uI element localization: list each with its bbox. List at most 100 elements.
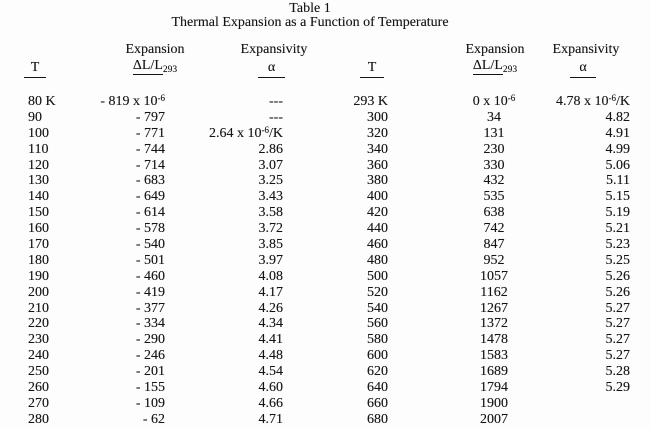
expansivity-cell: 4.99 — [605, 141, 631, 157]
column-header-t-left: T — [24, 61, 46, 78]
temperature-cell: 420 — [367, 205, 388, 221]
temperature-cell: 260 — [28, 380, 49, 396]
expansion-cell: 535 — [483, 189, 505, 205]
expansivity-cell: 4.60 — [258, 380, 284, 396]
temperature-cell: 340 — [367, 141, 388, 157]
column-header-alpha-left: α — [258, 61, 285, 78]
temperature-cell: 150 — [28, 205, 49, 221]
expansion-cell: 1689 — [480, 364, 508, 380]
column-header-expansivity-right: Expansivity — [552, 42, 620, 57]
expansion-cell: - 155 — [135, 380, 165, 396]
table-row: 190 - 460 4.08 — [0, 269, 330, 285]
expansivity-cell: 3.07 — [258, 157, 284, 173]
expansion-cell: - 797 — [135, 109, 165, 125]
expansivity-cell: 5.28 — [605, 364, 631, 380]
expansivity-cell: 4.66 — [258, 395, 284, 411]
table-row: 460 847 5.23 — [330, 237, 651, 253]
table-row: 180 - 501 3.97 — [0, 253, 330, 269]
temperature-cell: 560 — [367, 316, 388, 332]
temperature-cell: 480 — [367, 252, 388, 268]
table-row: 130 - 683 3.25 — [0, 173, 330, 189]
temperature-cell: 660 — [367, 395, 388, 411]
expansion-cell: 432 — [483, 173, 505, 189]
expansivity-cell: 4.08 — [258, 268, 284, 284]
table-row: 140 - 649 3.43 — [0, 189, 330, 205]
expansivity-cell: 4.78 x 10-6/K — [556, 93, 630, 110]
temperature-cell: 460 — [367, 237, 388, 253]
expansivity-cell: 3.43 — [258, 189, 284, 205]
table-row: 380 432 5.11 — [330, 173, 651, 189]
temperature-cell: 180 — [28, 252, 49, 268]
expansivity-cell: 4.48 — [258, 348, 284, 364]
table-row: 500 1057 5.26 — [330, 269, 651, 285]
table-row: 110 - 744 2.86 — [0, 142, 330, 158]
expansivity-cell: 5.25 — [605, 252, 631, 268]
table-row: 620 1689 5.28 — [330, 364, 651, 380]
table-number: Table 1 — [289, 1, 331, 16]
table-row: 580 1478 5.27 — [330, 332, 651, 348]
expansion-cell: 1900 — [480, 395, 508, 411]
table-row: 680 2007 — [330, 412, 651, 428]
table-row: 260 - 155 4.60 — [0, 380, 330, 396]
table-row: 520 1162 5.26 — [330, 285, 651, 301]
expansion-cell: 1478 — [480, 332, 508, 348]
expansion-cell: 1162 — [480, 284, 508, 300]
temperature-cell: 160 — [28, 221, 49, 237]
table-row: 340 230 4.99 — [330, 142, 651, 158]
table-row: 150 - 614 3.58 — [0, 205, 330, 221]
expansivity-cell: 5.21 — [605, 221, 631, 237]
temperature-cell: 500 — [367, 268, 388, 284]
expansion-cell: - 460 — [135, 268, 165, 284]
table-row: 560 1372 5.27 — [330, 316, 651, 332]
table-row: 360 330 5.06 — [330, 158, 651, 174]
table-row: 320 131 4.91 — [330, 126, 651, 142]
temperature-cell: 130 — [28, 173, 49, 189]
expansion-cell: - 714 — [135, 157, 165, 173]
expansivity-cell: 5.27 — [605, 316, 631, 332]
table-row: 250 - 201 4.54 — [0, 364, 330, 380]
temperature-cell: 80 K — [28, 94, 56, 109]
table-row: 90 - 797 --- — [0, 110, 330, 126]
temperature-cell: 270 — [28, 395, 49, 411]
expansion-cell: - 578 — [135, 221, 165, 237]
expansion-cell: - 62 — [142, 411, 165, 427]
expansion-cell: - 771 — [135, 125, 165, 141]
temperature-cell: 140 — [28, 189, 49, 205]
temperature-cell: 90 — [28, 109, 42, 125]
expansivity-cell: 3.85 — [258, 237, 284, 253]
expansion-cell: - 819 x 10-6 — [100, 93, 165, 110]
column-header-expansivity-left: Expansivity — [240, 42, 308, 57]
column-header-expansion-right: Expansion — [465, 42, 525, 57]
expansion-cell: 952 — [483, 252, 505, 268]
expansion-cell: 1057 — [480, 268, 508, 284]
table-row: 200 - 419 4.17 — [0, 285, 330, 301]
expansion-cell: - 419 — [135, 284, 165, 300]
expansion-cell: 131 — [483, 125, 505, 141]
column-header-t-right: T — [360, 61, 384, 78]
table-row: 420 638 5.19 — [330, 205, 651, 221]
expansion-cell: 1267 — [480, 300, 508, 316]
expansion-cell: - 683 — [135, 173, 165, 189]
expansivity-cell: 4.82 — [605, 109, 631, 125]
table-row: 220 - 334 4.34 — [0, 316, 330, 332]
table-row: 280 - 62 4.71 — [0, 412, 330, 428]
temperature-cell: 220 — [28, 316, 49, 332]
table-row: 170 - 540 3.85 — [0, 237, 330, 253]
expansion-cell: - 744 — [135, 141, 165, 157]
table-title: Thermal Expansion as a Function of Tempe… — [171, 15, 449, 30]
temperature-cell: 580 — [367, 332, 388, 348]
expansion-cell: 1372 — [480, 316, 508, 332]
expansion-cell: 847 — [483, 237, 505, 253]
table-row: 540 1267 5.27 — [330, 301, 651, 317]
table-row: 640 1794 5.29 — [330, 380, 651, 396]
temperature-cell: 120 — [28, 157, 49, 173]
temperature-cell: 680 — [367, 411, 388, 427]
expansivity-cell: 5.26 — [605, 284, 631, 300]
expansion-cell: 638 — [483, 205, 505, 221]
expansion-cell: - 540 — [135, 237, 165, 253]
expansion-cell: - 649 — [135, 189, 165, 205]
column-header-dll293-right: ΔL/L293 — [472, 58, 518, 75]
expansion-cell: 1794 — [480, 380, 508, 396]
table-row: 660 1900 — [330, 396, 651, 412]
